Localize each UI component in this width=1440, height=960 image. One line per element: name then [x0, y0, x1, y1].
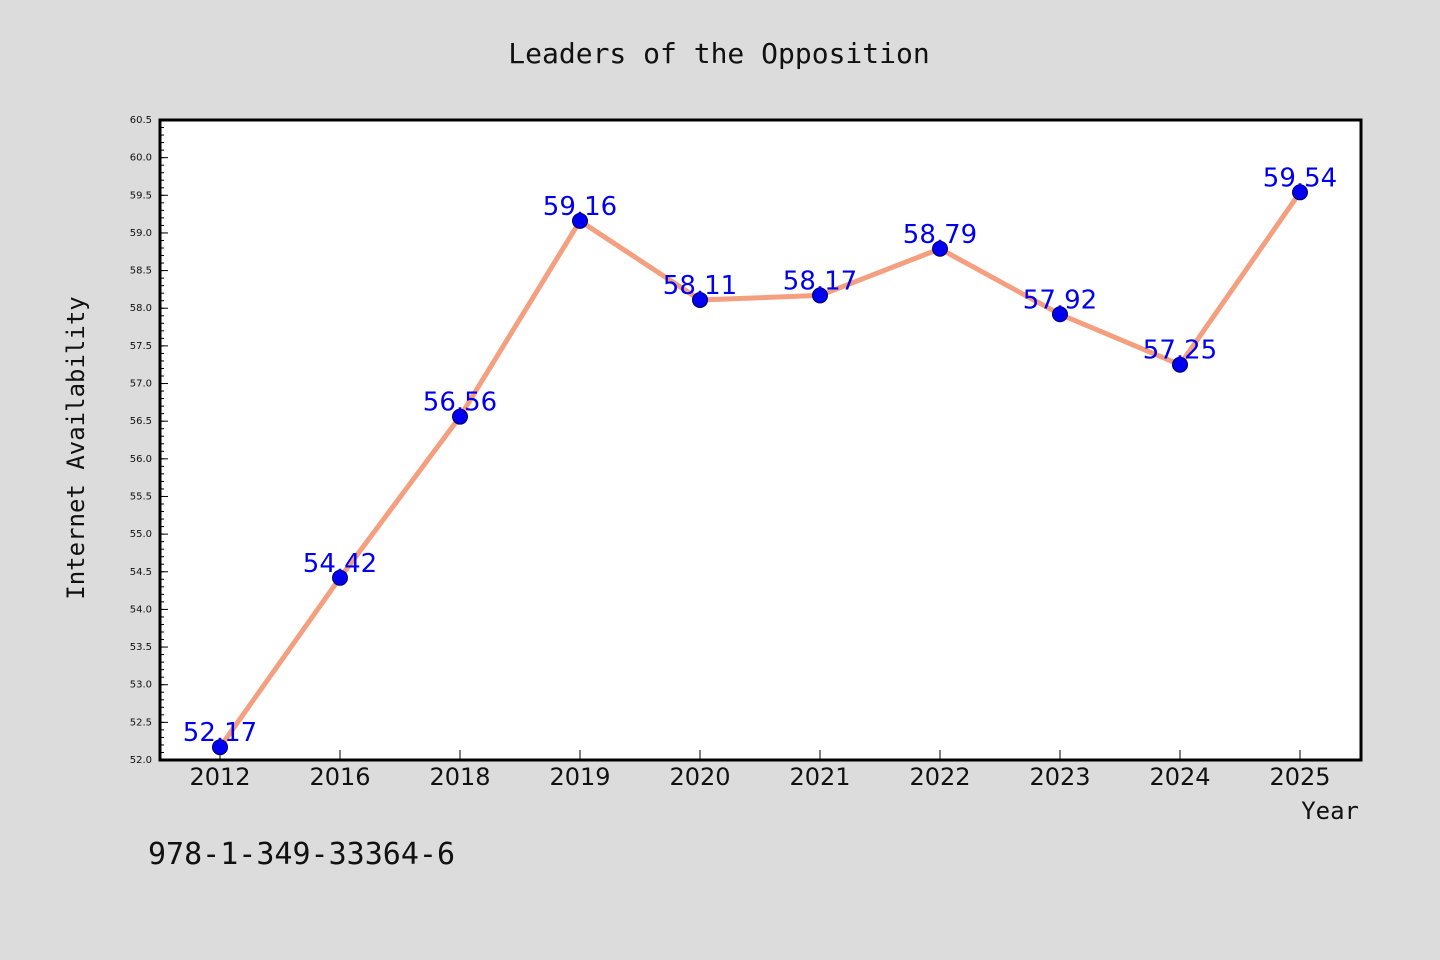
- y-tick-label: 57.0: [130, 379, 152, 390]
- x-tick-label: 2019: [549, 763, 610, 791]
- data-label: 58.79: [903, 220, 977, 250]
- x-tick-label: 2023: [1029, 763, 1090, 791]
- y-axis-label: Internet Availability: [62, 296, 90, 599]
- y-tick-label: 55.0: [130, 529, 152, 540]
- data-label: 57.25: [1143, 336, 1217, 366]
- x-tick-label: 2012: [189, 763, 250, 791]
- plot-area: [160, 120, 1361, 760]
- chart-title: Leaders of the Opposition: [508, 37, 929, 70]
- y-tick-label: 53.0: [130, 680, 152, 691]
- y-tick-label: 59.5: [130, 190, 152, 201]
- x-tick-label: 2022: [909, 763, 970, 791]
- y-tick-label: 58.5: [130, 266, 152, 277]
- data-point: [452, 408, 468, 425]
- data-label: 59.54: [1263, 163, 1337, 193]
- y-tick-label: 54.0: [130, 604, 152, 615]
- data-label: 52.17: [183, 718, 257, 748]
- data-point: [812, 287, 828, 304]
- y-tick-label: 55.5: [130, 491, 152, 502]
- y-tick-label: 57.5: [130, 341, 152, 352]
- series-group: 52.17 54.42 56.56 59.16 58.11 58.17 58.79 57.92…: [183, 163, 1337, 756]
- y-axis: 52.0 52.5 53.0 53.5 54.0 54.5 55.0 55.5 56.0 56.5…: [130, 115, 168, 766]
- data-label: 58.11: [663, 271, 737, 301]
- x-tick-label: 2025: [1269, 763, 1330, 791]
- data-point: [1292, 184, 1308, 201]
- x-tick-label: 2016: [309, 763, 370, 791]
- y-tick-label: 56.0: [130, 454, 152, 465]
- plot-frame: [158, 118, 1363, 762]
- data-point: [332, 569, 348, 586]
- x-tick-label: 2020: [669, 763, 730, 791]
- y-tick-label: 53.5: [130, 642, 152, 653]
- y-tick-label: 58.0: [130, 303, 152, 314]
- y-tick-label: 60.5: [130, 115, 152, 126]
- data-label: 54.42: [303, 549, 377, 579]
- data-point: [212, 739, 228, 756]
- y-tick-label: 52.0: [130, 755, 152, 766]
- y-tick-label: 52.5: [130, 717, 152, 728]
- data-label: 58.17: [783, 266, 857, 296]
- data-point: [692, 291, 708, 308]
- data-point: [572, 212, 588, 229]
- y-tick-label: 54.5: [130, 567, 152, 578]
- x-axis-label: Year: [1301, 797, 1359, 825]
- data-point: [932, 240, 948, 257]
- y-tick-label: 56.5: [130, 416, 152, 427]
- data-label: 59.16: [543, 192, 617, 222]
- y-tick-label: 60.0: [130, 153, 152, 164]
- x-axis: 2012 2016 2018 2019 2020 2021 2022 2023 2024 2025: [189, 750, 1331, 791]
- isbn-annotation: 978-1-349-33364-6: [148, 837, 455, 872]
- series-line: [217, 189, 1303, 750]
- data-point: [1172, 356, 1188, 373]
- data-point: [1052, 306, 1068, 323]
- data-label: 57.92: [1023, 285, 1097, 315]
- x-tick-label: 2021: [789, 763, 850, 791]
- y-tick-label: 59.0: [130, 228, 152, 239]
- x-tick-label: 2018: [429, 763, 490, 791]
- x-tick-label: 2024: [1149, 763, 1210, 791]
- data-label: 56.56: [423, 388, 497, 418]
